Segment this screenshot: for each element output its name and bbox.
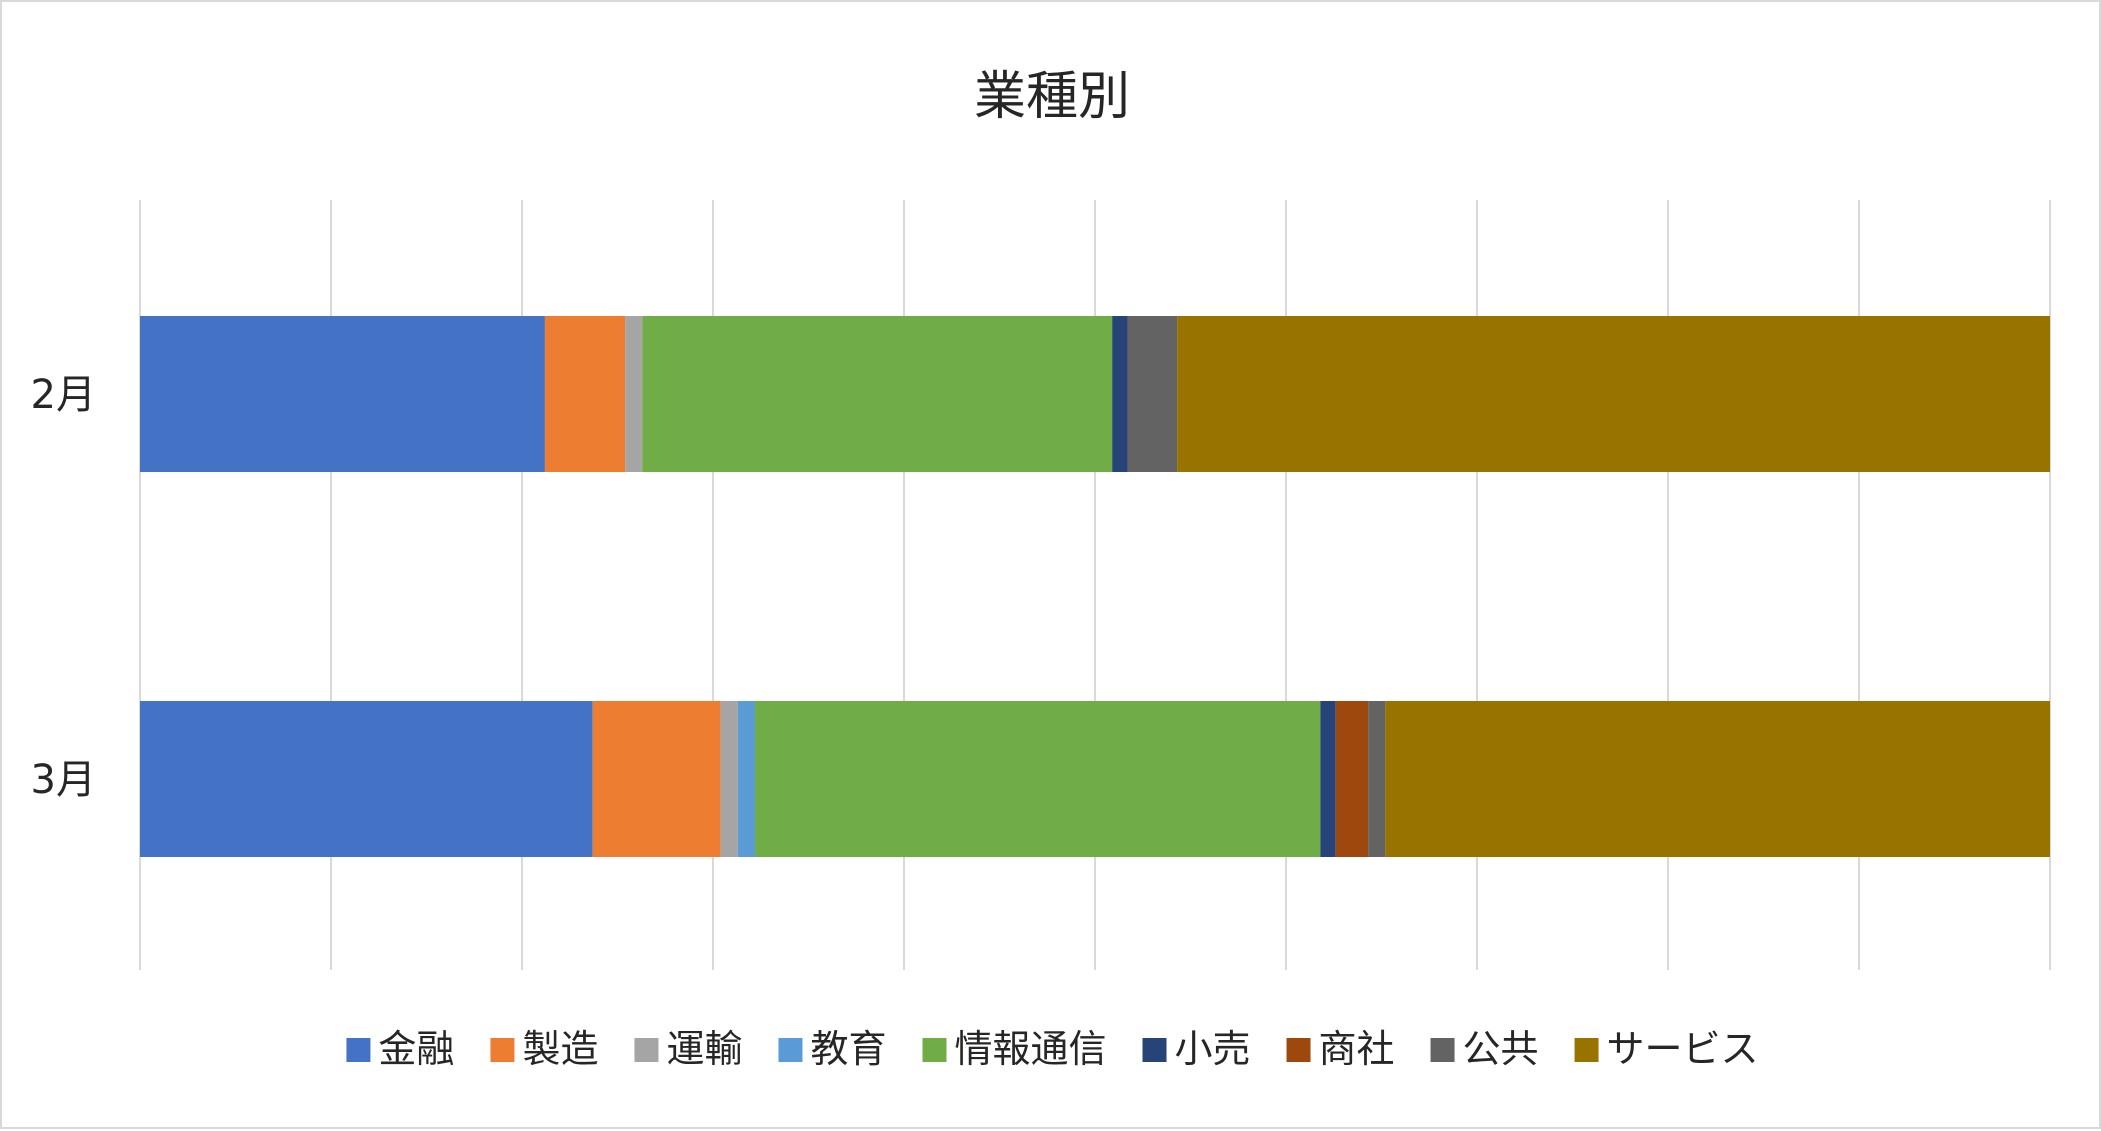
- category-axis-labels: 2月 3月: [31, 372, 96, 803]
- legend-swatch: [1142, 1038, 1167, 1062]
- bar-segment: [592, 701, 721, 857]
- legend-item: サービス: [1574, 1027, 1759, 1071]
- bar-segment: [737, 701, 756, 857]
- legend-item: 商社: [1286, 1027, 1395, 1071]
- bar-segment: [1112, 316, 1128, 472]
- legend-swatch: [634, 1038, 659, 1062]
- legend-label: 商社: [1319, 1027, 1395, 1071]
- legend-item: 金融: [346, 1027, 454, 1071]
- category-label: 2月: [31, 372, 96, 418]
- legend-label: 公共: [1463, 1027, 1539, 1071]
- legend-label: 運輸: [666, 1027, 742, 1071]
- legend-swatch: [1286, 1038, 1311, 1062]
- legend-label: サービス: [1607, 1027, 1759, 1071]
- bar-segment: [625, 316, 643, 472]
- legend-label: 小売: [1175, 1027, 1251, 1071]
- legend: 金融 製造 運輸 教育 情報通信 小売 商社 公共 サービス: [346, 1027, 1759, 1071]
- bar-segment: [1335, 701, 1369, 857]
- legend-label: 教育: [810, 1027, 886, 1071]
- bars: [140, 316, 2050, 857]
- chart-title: 業種別: [974, 67, 1130, 127]
- bar-segment: [1127, 316, 1178, 472]
- legend-swatch: [778, 1038, 803, 1062]
- legend-item: 小売: [1142, 1027, 1251, 1071]
- bar-segment: [1385, 701, 2050, 857]
- bar-segment: [140, 316, 545, 472]
- legend-item: 情報通信: [922, 1027, 1107, 1071]
- bar-segment: [1368, 701, 1386, 857]
- bar-segment: [755, 701, 1321, 857]
- bar-segment: [720, 701, 738, 857]
- legend-swatch: [346, 1038, 371, 1062]
- category-label: 3月: [31, 757, 96, 803]
- bar-segment: [1320, 701, 1336, 857]
- legend-swatch: [922, 1038, 947, 1062]
- legend-item: 公共: [1430, 1027, 1539, 1071]
- legend-item: 教育: [778, 1027, 886, 1071]
- legend-swatch: [490, 1038, 515, 1062]
- bar-segment: [544, 316, 626, 472]
- legend-item: 運輸: [634, 1027, 742, 1071]
- bar-segment: [140, 701, 593, 857]
- bar-segment: [1177, 316, 2050, 472]
- legend-label: 金融: [378, 1027, 454, 1071]
- legend-item: 製造: [490, 1027, 598, 1071]
- bar-segment: [642, 316, 1113, 472]
- legend-label: 製造: [522, 1027, 598, 1071]
- legend-swatch: [1430, 1038, 1455, 1062]
- legend-swatch: [1574, 1038, 1599, 1062]
- legend-label: 情報通信: [954, 1027, 1106, 1071]
